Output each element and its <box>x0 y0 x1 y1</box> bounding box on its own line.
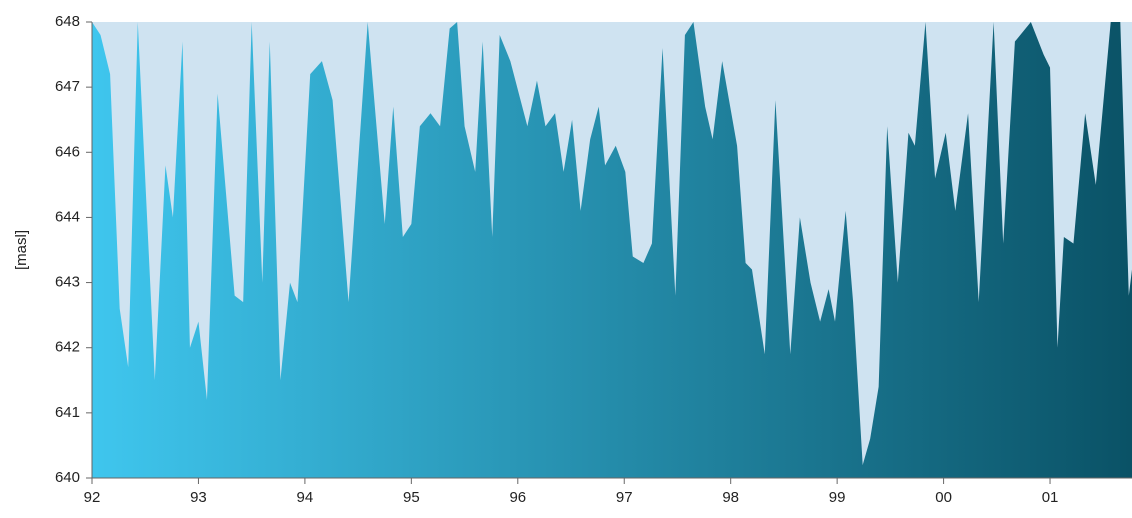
y-tick-label: 641 <box>55 404 80 421</box>
x-tick-label: 95 <box>403 489 420 506</box>
x-tick-label: 97 <box>616 489 633 506</box>
y-tick-label: 648 <box>55 13 80 30</box>
y-tick-label: 646 <box>55 143 80 160</box>
x-tick-label: 92 <box>84 489 101 506</box>
x-tick-label: 00 <box>935 489 952 506</box>
y-tick-label: 643 <box>55 274 80 291</box>
x-tick-label: 96 <box>509 489 526 506</box>
y-axis-label: [masl] <box>13 230 30 270</box>
area <box>92 22 1132 478</box>
y-tick-label: 642 <box>55 339 80 356</box>
y-tick-label: 647 <box>55 78 80 95</box>
x-tick-label: 01 <box>1042 489 1059 506</box>
x-tick-label: 98 <box>722 489 739 506</box>
y-tick-label: 640 <box>55 469 80 486</box>
x-tick-label: 94 <box>297 489 314 506</box>
x-tick-label: 99 <box>829 489 846 506</box>
x-tick-label: 93 <box>190 489 207 506</box>
y-tick-label: 644 <box>55 208 80 225</box>
